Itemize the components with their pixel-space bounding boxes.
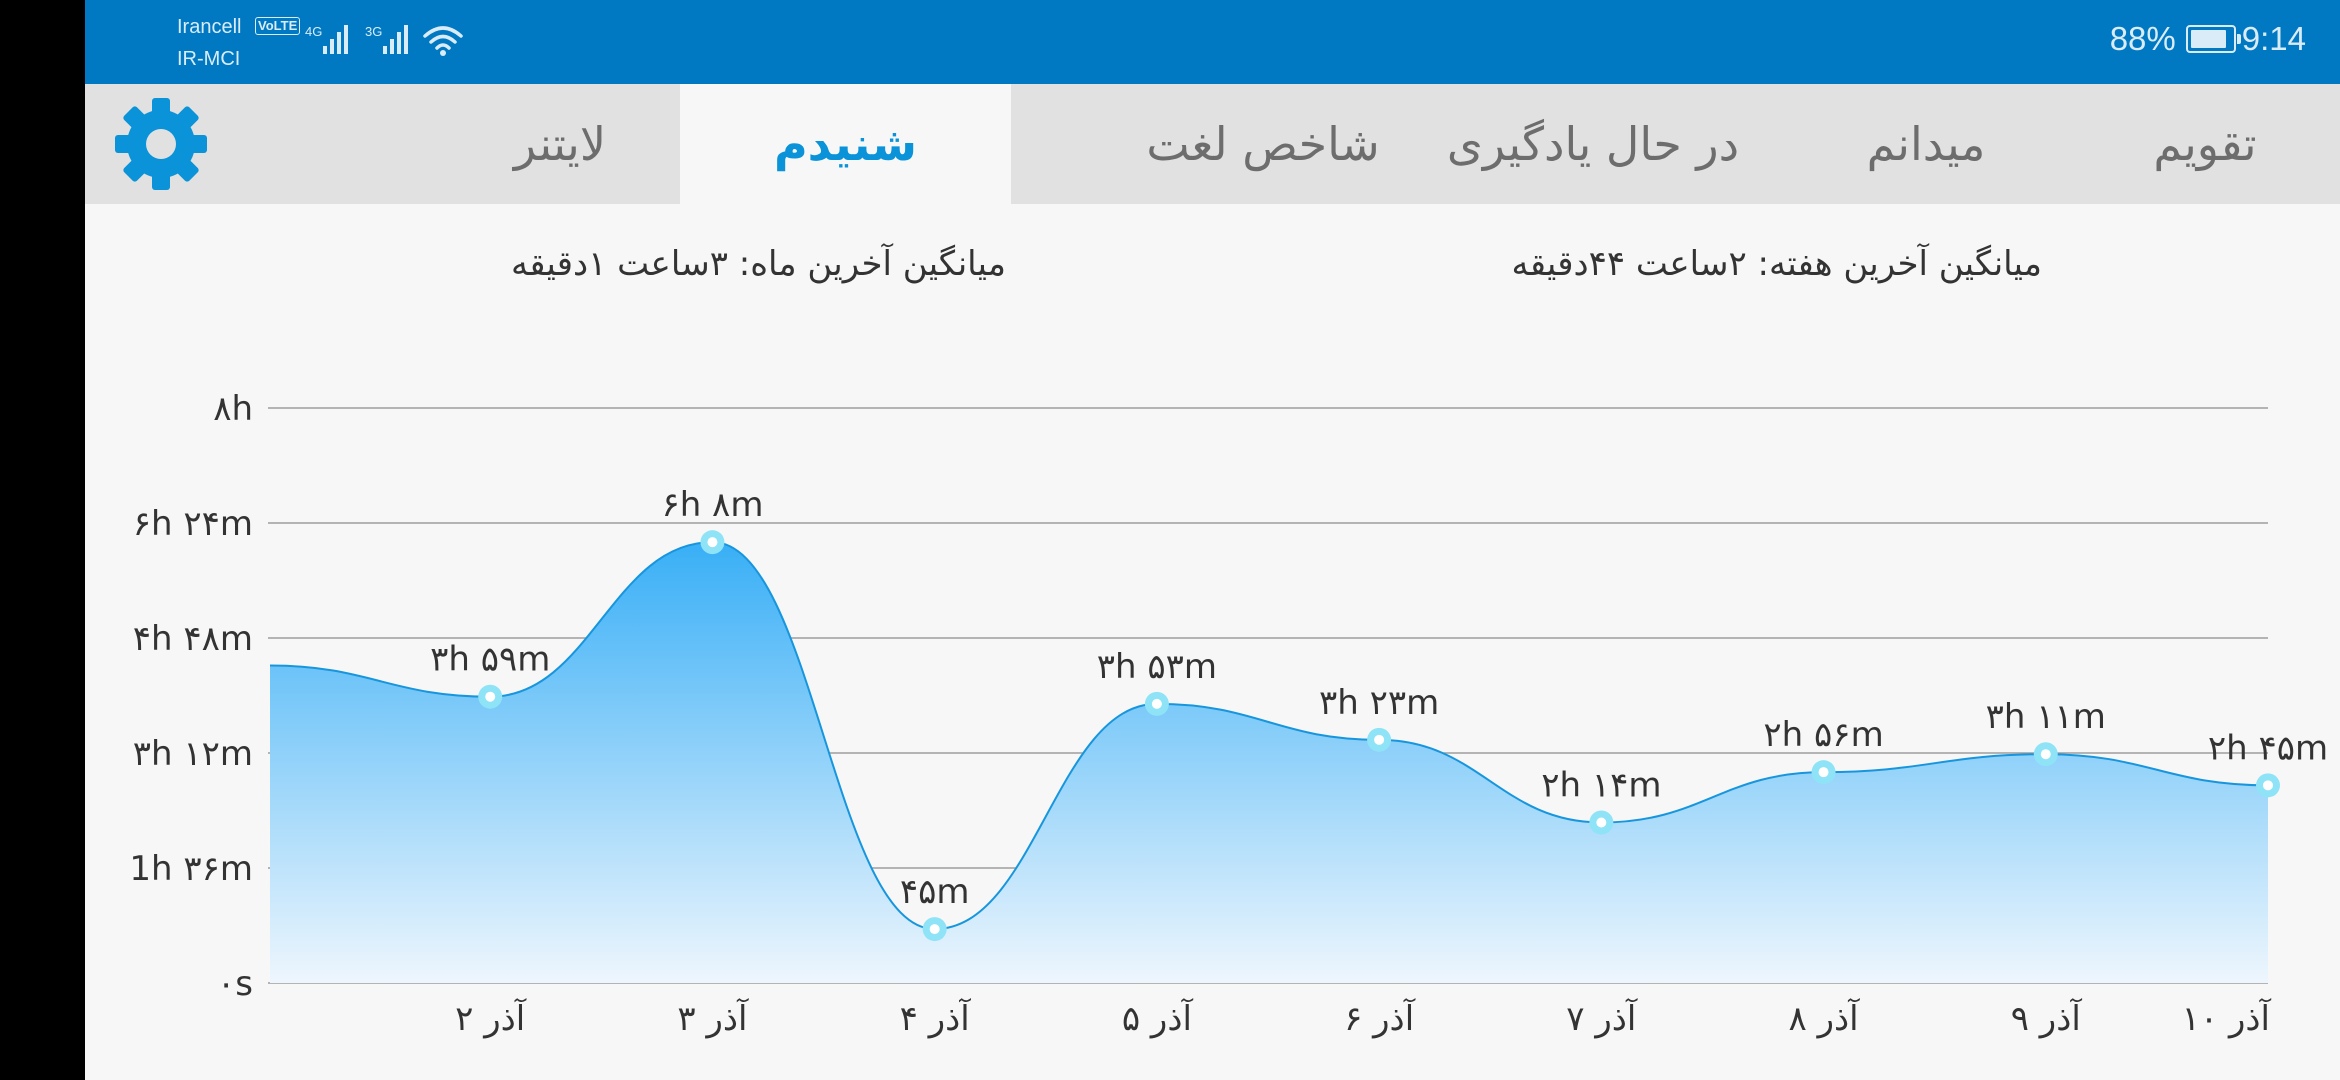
tab-known[interactable]: میدانم <box>1866 117 1986 171</box>
volte-badge: VoLTE <box>255 17 301 35</box>
y-tick-label: ۸h <box>213 389 253 429</box>
data-label: ۳h ۵۹m <box>430 640 550 680</box>
x-tick-label: ۵ آذر <box>1122 998 1194 1039</box>
data-point-center <box>2263 780 2273 791</box>
data-point-center <box>1596 817 1607 828</box>
listening-time-chart: ۰s 1h ۳۶m ۳h ۱۲m ۴h ۴۸m ۶h ۲۴m ۸h ۲ آذر ۳ آذر ۴… <box>129 389 2328 1039</box>
x-tick-label: ۲ آذر <box>455 998 527 1039</box>
y-tick-label: 1h ۳۶m <box>129 849 253 889</box>
data-point-center <box>707 537 718 548</box>
data-point-center <box>485 691 496 702</box>
network-type-1: 4G <box>305 24 323 39</box>
x-tick-label: ۱۰ آذر <box>2182 998 2272 1039</box>
tab-learning[interactable]: در حال یادگیری <box>1446 117 1740 171</box>
data-points <box>478 530 2280 942</box>
carrier-name-1: Irancell <box>177 16 242 38</box>
data-label: ۲h ۵۶m <box>1763 715 1883 755</box>
x-tick-label: ۷ آذر <box>1566 998 1638 1039</box>
x-tick-label: ۶ آذر <box>1344 998 1416 1039</box>
clock: 9:14 <box>2241 20 2306 57</box>
y-tick-label: ۳h ۱۲m <box>133 734 253 774</box>
carrier-name-2: IR-MCI <box>177 48 241 70</box>
monthly-average: میانگین آخرین ماه: ۳ساعت ۱دقیقه <box>511 244 1006 284</box>
data-point-center <box>2040 749 2051 760</box>
wifi-icon <box>423 26 463 56</box>
network-type-2: 3G <box>365 24 383 39</box>
y-tick-label: ۶h ۲۴m <box>133 504 253 544</box>
app-screen: Irancell VoLTE IR-MCI 4G 3G 88% 9:14 <box>85 0 2340 1080</box>
data-point-center <box>1818 767 1829 778</box>
data-label: ۳h ۵۳m <box>1097 647 1217 687</box>
data-label: ۴۵m <box>900 872 970 912</box>
status-bar: Irancell VoLTE IR-MCI 4G 3G 88% 9:14 <box>85 0 2340 84</box>
data-label: ۳h ۱۱m <box>1986 697 2106 737</box>
battery-icon <box>2185 25 2241 53</box>
data-labels: ۳h ۵۹m ۶h ۸m ۴۵m ۳h ۵۳m ۳h ۲۳m ۲h ۱۴m ۲h ۵۶m ۳h… <box>430 485 2328 912</box>
tab-heard[interactable]: شنیدم <box>680 84 1011 204</box>
weekly-average: میانگین آخرین هفته: ۲ساعت ۴۴دقیقه <box>1511 244 2043 284</box>
tab-bar: تقویم میدانم در حال یادگیری شاخص لغت شنی… <box>85 84 2340 204</box>
x-tick-label: ۳ آذر <box>677 998 749 1039</box>
x-tick-label: ۴ آذر <box>900 998 972 1039</box>
data-point-center <box>929 924 940 935</box>
data-label: ۲h ۴۵m <box>2208 728 2328 768</box>
tab-word-index[interactable]: شاخص لغت <box>1146 117 1380 171</box>
data-point-center <box>1151 698 1162 709</box>
data-label: ۳h ۲۳m <box>1319 683 1439 723</box>
chart-area <box>270 542 2268 983</box>
status-right: 88% 9:14 <box>2110 20 2306 58</box>
battery-level-fill <box>2190 30 2226 48</box>
gear-icon[interactable] <box>115 98 207 190</box>
x-tick-label: ۹ آذر <box>2011 998 2083 1039</box>
data-label: ۶h ۸m <box>661 485 763 525</box>
signal-strength-icon <box>383 25 408 54</box>
y-tick-label: ۴h ۴۸m <box>133 619 253 659</box>
x-axis: ۲ آذر ۳ آذر ۴ آذر ۵ آذر ۶ آذر ۷ آذر ۸ آذر ۹ آذر… <box>455 998 2271 1039</box>
y-axis: ۰s 1h ۳۶m ۳h ۱۲m ۴h ۴۸m ۶h ۲۴m ۸h <box>129 389 253 1004</box>
data-point-center <box>1374 734 1385 745</box>
y-tick-label: ۰s <box>217 964 253 1004</box>
tab-leitner[interactable]: لایتنر <box>513 117 607 171</box>
tab-calendar[interactable]: تقویم <box>2153 117 2257 171</box>
signal-strength-icon <box>323 25 348 54</box>
battery-percent: 88% <box>2109 20 2176 57</box>
data-label: ۲h ۱۴m <box>1541 765 1661 805</box>
x-tick-label: ۸ آذر <box>1789 998 1861 1039</box>
